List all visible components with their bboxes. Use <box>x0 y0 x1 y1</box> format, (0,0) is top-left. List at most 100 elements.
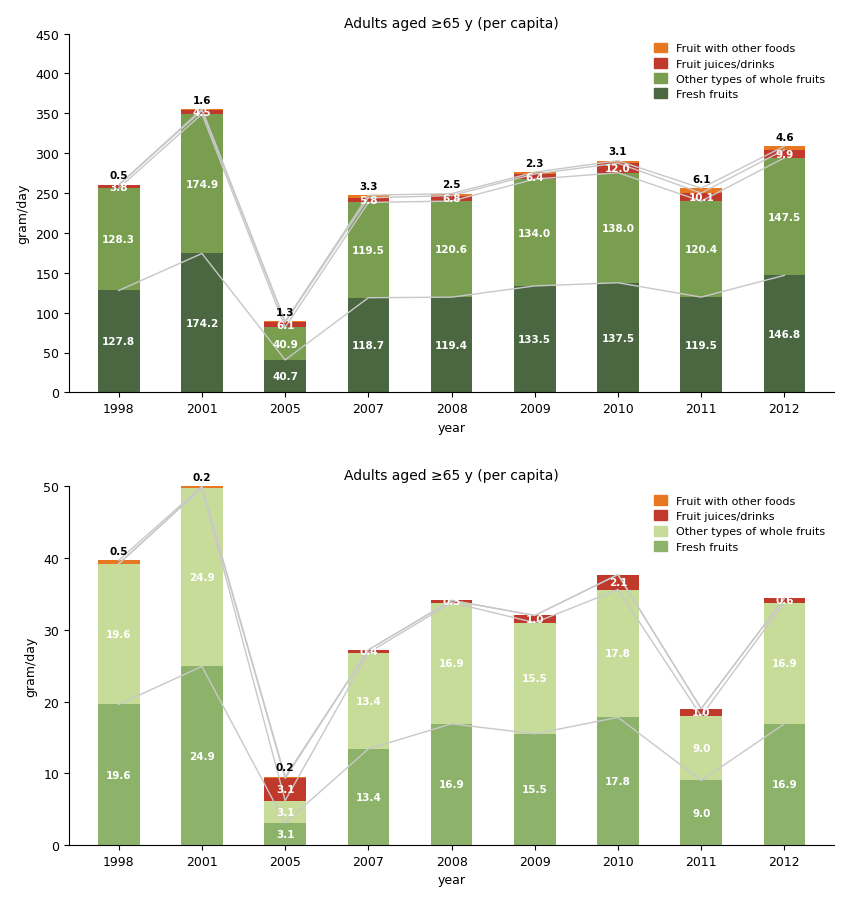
Bar <box>681 716 722 780</box>
Bar <box>347 650 389 653</box>
Bar <box>98 186 140 189</box>
Bar <box>98 561 140 564</box>
Text: 174.2: 174.2 <box>186 319 219 329</box>
Text: 5.8: 5.8 <box>359 196 378 206</box>
Bar <box>681 202 722 298</box>
Bar <box>763 603 805 724</box>
Text: 118.7: 118.7 <box>351 340 385 350</box>
Bar <box>265 328 306 360</box>
Bar <box>681 709 722 716</box>
Bar <box>431 600 472 603</box>
Bar <box>597 284 639 393</box>
Text: 6.4: 6.4 <box>525 172 544 182</box>
Bar <box>763 276 805 393</box>
Text: 119.5: 119.5 <box>685 340 717 350</box>
Text: 3.8: 3.8 <box>110 182 128 192</box>
Bar <box>181 489 223 666</box>
Text: 15.5: 15.5 <box>522 674 548 684</box>
Text: 146.8: 146.8 <box>768 330 801 340</box>
Bar <box>181 487 223 489</box>
Text: 6.1: 6.1 <box>276 321 294 330</box>
Bar <box>681 298 722 393</box>
Bar <box>763 599 805 603</box>
Bar <box>181 115 223 255</box>
Bar <box>514 623 556 734</box>
Text: 134.0: 134.0 <box>518 228 551 238</box>
Text: 9.9: 9.9 <box>775 150 793 160</box>
Bar <box>681 780 722 845</box>
X-axis label: year: year <box>437 421 465 434</box>
Text: 120.6: 120.6 <box>435 245 468 255</box>
Bar <box>597 173 639 284</box>
Bar <box>763 151 805 159</box>
Text: 9.0: 9.0 <box>692 743 711 753</box>
Bar <box>431 724 472 845</box>
Text: 0.3: 0.3 <box>443 597 461 607</box>
Bar <box>431 196 472 201</box>
Bar <box>763 724 805 845</box>
Text: 9.0: 9.0 <box>692 808 711 818</box>
Bar <box>763 159 805 276</box>
Bar <box>181 111 223 115</box>
Bar <box>347 199 389 203</box>
Text: 15.5: 15.5 <box>522 785 548 795</box>
Text: 2.3: 2.3 <box>526 158 544 168</box>
Text: 19.6: 19.6 <box>106 629 132 639</box>
Bar <box>265 823 306 845</box>
Bar <box>763 147 805 151</box>
Text: 16.9: 16.9 <box>772 779 797 789</box>
Text: 0.2: 0.2 <box>192 472 211 482</box>
Text: 10.1: 10.1 <box>688 193 714 203</box>
Text: 16.9: 16.9 <box>772 658 797 668</box>
Text: 3.1: 3.1 <box>276 829 294 839</box>
Text: 147.5: 147.5 <box>768 212 801 222</box>
Bar <box>597 164 639 173</box>
Bar <box>347 203 389 298</box>
Bar <box>265 360 306 393</box>
Text: 0.4: 0.4 <box>359 647 378 656</box>
Bar <box>181 255 223 393</box>
Text: 0.5: 0.5 <box>110 171 128 181</box>
Text: 3.1: 3.1 <box>276 806 294 817</box>
Bar <box>347 196 389 199</box>
Bar <box>514 175 556 180</box>
Bar <box>265 801 306 823</box>
Bar <box>181 110 223 111</box>
Text: 40.9: 40.9 <box>272 340 298 349</box>
Text: 3.1: 3.1 <box>276 785 294 795</box>
Text: 128.3: 128.3 <box>102 235 135 245</box>
Text: 13.4: 13.4 <box>356 696 381 706</box>
Text: 174.9: 174.9 <box>186 180 219 190</box>
Bar <box>514 180 556 286</box>
Bar <box>431 603 472 724</box>
Legend: Fruit with other foods, Fruit juices/drinks, Other types of whole fruits, Fresh : Fruit with other foods, Fruit juices/dri… <box>651 40 829 103</box>
Text: 3.3: 3.3 <box>359 182 378 191</box>
Bar <box>347 749 389 845</box>
Bar <box>597 718 639 845</box>
Text: 40.7: 40.7 <box>272 372 298 382</box>
Text: 17.8: 17.8 <box>605 648 631 659</box>
Bar <box>597 590 639 718</box>
Text: 16.9: 16.9 <box>439 779 465 789</box>
Text: 138.0: 138.0 <box>602 223 635 234</box>
Text: 2.5: 2.5 <box>443 180 461 190</box>
Bar <box>265 323 306 328</box>
Bar <box>265 777 306 778</box>
Text: 1.3: 1.3 <box>276 307 294 317</box>
Bar <box>514 286 556 393</box>
Text: 133.5: 133.5 <box>518 335 551 345</box>
Text: 13.4: 13.4 <box>356 792 381 802</box>
Bar <box>98 189 140 291</box>
Text: 0.5: 0.5 <box>110 546 128 556</box>
Text: 6.8: 6.8 <box>443 194 461 204</box>
Text: 137.5: 137.5 <box>602 333 635 343</box>
Bar <box>98 564 140 704</box>
Title: Adults aged ≥65 y (per capita): Adults aged ≥65 y (per capita) <box>344 469 559 483</box>
Bar <box>98 291 140 393</box>
Text: 12.0: 12.0 <box>605 163 631 173</box>
Bar <box>597 575 639 590</box>
Bar <box>347 653 389 749</box>
Text: 1.0: 1.0 <box>526 614 544 624</box>
Text: 127.8: 127.8 <box>102 337 135 347</box>
Text: 0.2: 0.2 <box>276 762 294 772</box>
